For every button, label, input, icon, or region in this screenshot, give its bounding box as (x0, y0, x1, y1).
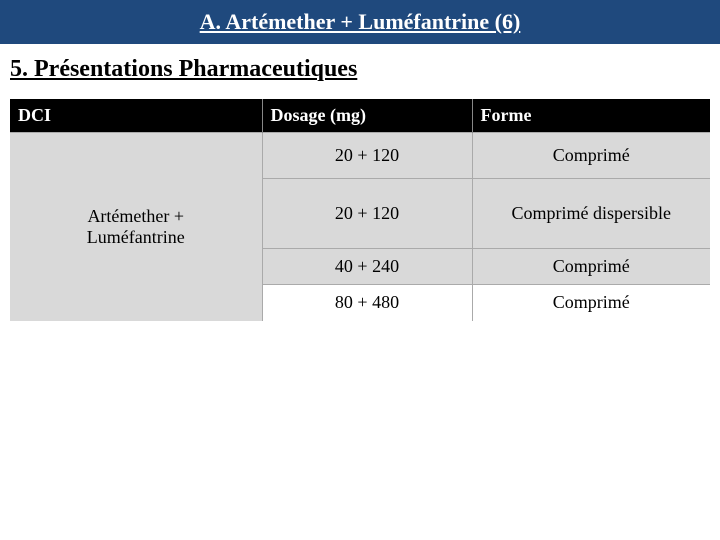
table-row: Artémether + Luméfantrine 20 + 120 Compr… (10, 133, 710, 179)
presentations-table: DCI Dosage (mg) Forme Artémether + Luméf… (10, 99, 710, 321)
dci-line2: Luméfantrine (87, 227, 185, 247)
dci-line1: Artémether + (87, 206, 184, 226)
dosage-cell: 80 + 480 (262, 285, 472, 321)
section-heading-text: 5. Présentations Pharmaceutiques (10, 56, 357, 82)
table-header-row: DCI Dosage (mg) Forme (10, 99, 710, 133)
col-header-forme: Forme (472, 99, 710, 133)
forme-cell: Comprimé (472, 133, 710, 179)
forme-cell: Comprimé (472, 249, 710, 285)
slide-title-bar: A. Artémether + Luméfantrine (6) (0, 0, 720, 44)
forme-cell: Comprimé (472, 285, 710, 321)
slide-title-text: A. Artémether + Luméfantrine (6) (200, 9, 521, 35)
dosage-cell: 40 + 240 (262, 249, 472, 285)
col-header-dosage: Dosage (mg) (262, 99, 472, 133)
presentations-table-wrap: DCI Dosage (mg) Forme Artémether + Luméf… (0, 99, 720, 321)
dosage-cell: 20 + 120 (262, 133, 472, 179)
section-heading: 5. Présentations Pharmaceutiques (0, 44, 720, 99)
forme-cell: Comprimé dispersible (472, 179, 710, 249)
dosage-cell: 20 + 120 (262, 179, 472, 249)
col-header-dci: DCI (10, 99, 262, 133)
dci-cell: Artémether + Luméfantrine (10, 133, 262, 321)
